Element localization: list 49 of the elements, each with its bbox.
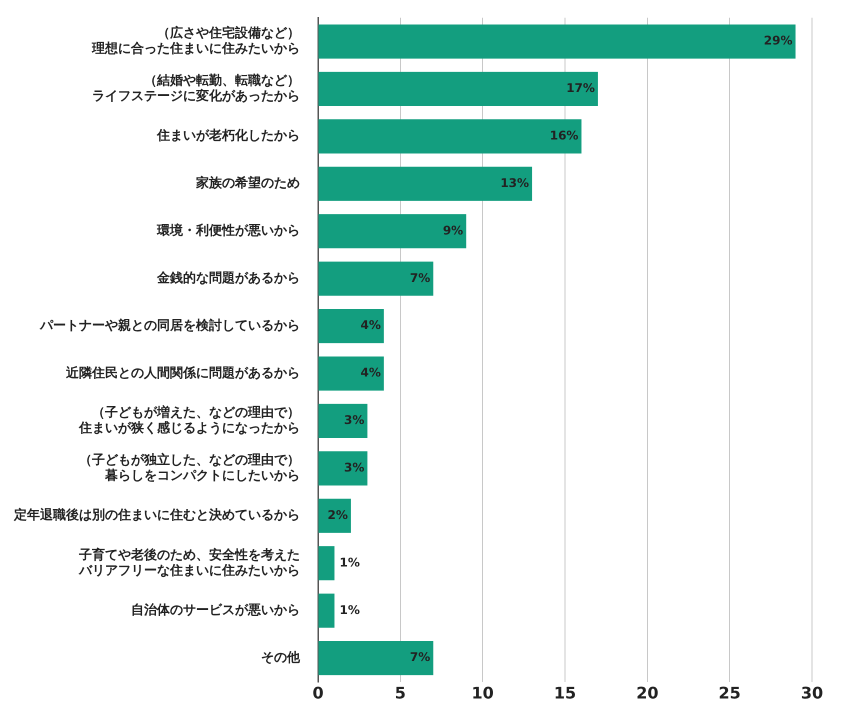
x-tick-label: 15 [554,684,576,703]
data-label: 2% [328,508,348,522]
bar [318,24,796,59]
bar [318,166,532,201]
x-tick-label: 25 [718,684,741,703]
x-tick-label: 20 [636,684,658,703]
data-label: 16% [550,128,578,142]
bar [318,404,368,438]
data-label: 7% [410,270,430,285]
data-label: 9% [442,223,464,238]
data-label: 4% [360,366,381,380]
data-label: 3% [344,413,364,428]
data-label: 29% [764,34,793,48]
y-tick-label: パートナーや親との同居を検討しているから [39,317,300,334]
bar [318,546,334,580]
data-label: 7% [410,650,430,664]
bar [318,356,384,391]
y-tick-label: 子育てや老後のため、安全性を考えたバリアフリーな住まいに住みたいから [78,546,300,578]
y-tick-label: 近隣住民との人間関係に問題があるから [65,364,300,381]
y-tick-label: 家族の希望のため [195,175,300,192]
data-label: 17% [566,81,595,96]
y-tick-label: （子どもが独立した、などの理由で）暮らしをコンパクトにしたいから [79,452,300,484]
bar [318,119,582,154]
bar [318,309,384,344]
data-label: 13% [500,176,530,190]
bar [318,594,334,628]
y-tick-label: （子どもが増えた、などの理由で）住まいが狭く感じるようになったから [78,404,300,436]
y-tick-label: （結婚や転勤、転職など）ライフステージに変化があったから [92,72,300,104]
bar [318,451,368,486]
y-tick-label: 定年退職後は別の住まいに住むと決めているから [13,507,300,524]
y-tick-label: 住まいが老朽化したから [156,128,300,144]
data-label: 3% [344,460,364,474]
data-label: 1% [339,555,360,570]
bar [318,498,351,533]
x-tick-label: 30 [800,684,824,703]
x-tick-label: 5 [394,684,406,703]
bar [318,262,434,296]
bar [318,72,598,106]
bar [318,641,434,676]
y-tick-label: 金銭的な問題があるから [156,271,300,286]
bar [318,214,466,248]
x-tick-label: 0 [312,684,324,703]
y-tick-label: （広さや住宅設備など）理想に合った住まいに住みたいから [91,25,300,57]
data-label: 1% [339,602,360,617]
y-tick-label: 環境・利便性が悪いから [156,222,300,239]
data-label: 4% [360,318,381,332]
y-tick-label: その他 [261,650,301,666]
x-tick-label: 10 [472,684,494,703]
y-tick-label: 自治体のサービスが悪いから [131,602,300,618]
